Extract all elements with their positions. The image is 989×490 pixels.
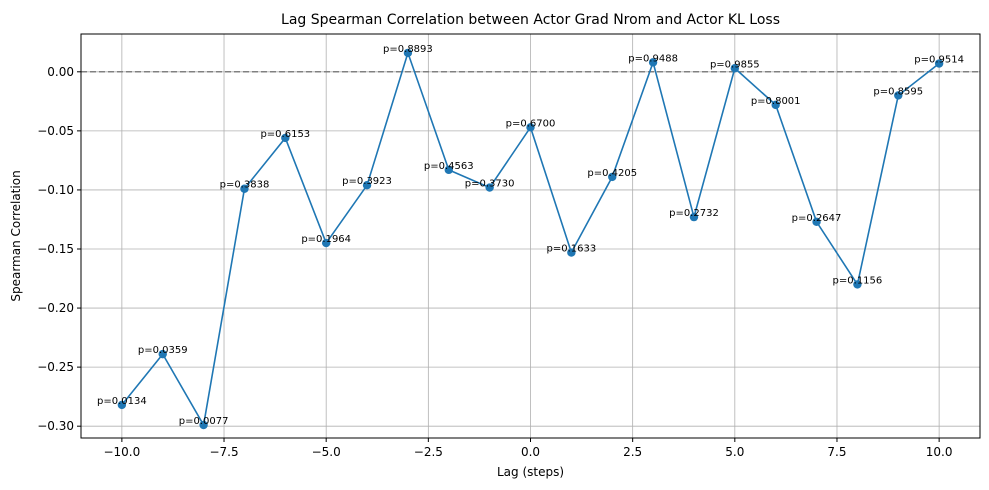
data-point [321, 238, 331, 248]
p-value-label: p=0.8893 [383, 44, 433, 55]
data-point [934, 59, 944, 68]
x-tick-label: 2.5 [623, 445, 642, 459]
data-point [444, 165, 453, 175]
p-value-label: p=0.2732 [669, 208, 719, 219]
data-point [281, 133, 290, 143]
p-value-label: p=0.3923 [342, 176, 392, 187]
y-axis-label: Spearman Correlation [9, 170, 23, 301]
p-value-label: p=0.1633 [547, 244, 597, 255]
x-tick-label: 10.0 [926, 445, 953, 459]
p-value-label: p=0.3838 [220, 180, 270, 191]
x-axis-label: Lag (steps) [497, 465, 564, 479]
y-tick-label: −0.30 [37, 419, 74, 433]
y-tick-label: −0.10 [37, 183, 74, 197]
p-value-label: p=0.8001 [751, 96, 801, 107]
y-tick-label: −0.15 [37, 242, 74, 256]
data-point [240, 184, 249, 193]
data-point [894, 91, 903, 100]
data-point [730, 64, 740, 73]
p-value-label: p=0.0359 [138, 345, 188, 356]
data-point [648, 58, 658, 67]
p-value-label: p=0.3730 [465, 179, 515, 190]
series-layer [117, 48, 944, 430]
data-point [362, 181, 372, 190]
data-point [608, 172, 617, 182]
p-value-label: p=0.9855 [710, 59, 760, 70]
y-axis-ticks: 0.00 −0.05 −0.10 −0.15 −0.20 −0.25 −0.30 [37, 65, 81, 433]
p-value-label: p=0.6153 [260, 129, 310, 140]
data-point [403, 48, 413, 58]
p-value-label: p=0.4563 [424, 161, 474, 172]
p-value-label-layer: p=0.0134 p=0.0359 p=0.0077 p=0.3838 p=0.6153… [97, 44, 964, 427]
p-value-label: p=0.6700 [506, 118, 556, 129]
p-value-label: p=0.1964 [301, 234, 351, 245]
data-point [485, 183, 494, 192]
p-value-label: p=0.9514 [914, 55, 964, 66]
p-value-label: p=0.0077 [179, 416, 229, 427]
y-tick-label: −0.25 [37, 360, 74, 374]
x-tick-label: −7.5 [209, 445, 238, 459]
y-tick-label: −0.20 [37, 301, 74, 315]
p-value-label: p=0.9488 [628, 53, 678, 64]
p-value-label: p=0.0134 [97, 396, 147, 407]
p-value-label: p=0.1156 [833, 275, 883, 286]
x-tick-label: −10.0 [103, 445, 140, 459]
x-tick-label: −2.5 [414, 445, 443, 459]
p-value-label: p=0.2647 [792, 213, 842, 224]
x-tick-label: 7.5 [827, 445, 846, 459]
chart-title: Lag Spearman Correlation between Actor G… [281, 12, 780, 28]
y-tick-label: −0.05 [37, 124, 74, 138]
data-point [158, 349, 167, 359]
data-point [689, 212, 699, 222]
p-value-label: p=0.4205 [587, 168, 637, 179]
x-tick-label: 5.0 [725, 445, 744, 459]
x-tick-label: 0.0 [521, 445, 540, 459]
data-point [199, 420, 208, 430]
data-point [771, 100, 780, 110]
data-point [812, 217, 821, 227]
data-point [567, 248, 576, 257]
p-value-label: p=0.8595 [873, 86, 923, 97]
x-axis-ticks: −10.0 −7.5 −5.0 −2.5 0.0 2.5 5.0 7.5 10.0 [103, 438, 952, 459]
x-tick-label: −5.0 [312, 445, 341, 459]
grid-layer [81, 34, 980, 438]
data-point [853, 280, 862, 289]
data-point [117, 400, 127, 410]
y-tick-label: 0.00 [47, 65, 74, 79]
data-point [526, 123, 535, 132]
